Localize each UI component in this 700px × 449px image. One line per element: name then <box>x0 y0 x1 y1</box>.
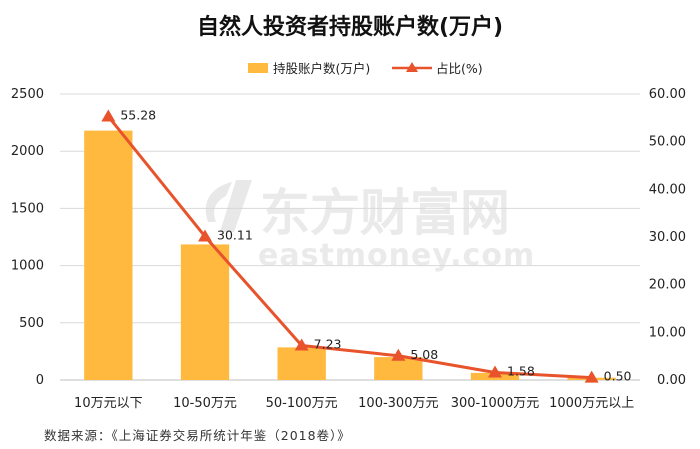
line-point-marker <box>198 229 212 242</box>
watermark-en: eastmoney.com <box>258 238 535 273</box>
x-tick-label: 300-1000万元 <box>451 396 540 411</box>
line-path <box>107 115 592 380</box>
data-label: 0.50 <box>604 369 632 384</box>
line-point-marker <box>391 348 406 361</box>
y-right-tick-label: 60.00 <box>649 87 686 102</box>
watermark-logo-stroke-icon <box>220 180 252 232</box>
legend-line-marker <box>406 62 418 72</box>
y-left-tick-label: 2000 <box>11 144 44 159</box>
line-point-marker <box>101 109 116 122</box>
x-tick-label: 1000万元以上 <box>549 396 634 411</box>
y-left-tick-label: 1000 <box>11 259 44 274</box>
watermark-cn: 东方财富网 <box>260 184 510 242</box>
bar <box>84 130 133 380</box>
data-label: 5.08 <box>410 347 438 362</box>
x-tick-label: 100-300万元 <box>358 396 438 411</box>
line-series: 55.28 30.11 7.23 5.08 1.58 0.50 <box>101 107 632 384</box>
legend-bar-label: 持股账户数(万户) <box>273 61 370 76</box>
y-right-tick-label: 10.00 <box>649 325 686 340</box>
x-tick-label: 50-100万元 <box>266 396 338 411</box>
legend: 持股账户数(万户) 占比(%) <box>248 61 483 76</box>
y-left-tick-label: 0 <box>36 373 44 388</box>
y-left-tick-label: 2500 <box>11 87 44 102</box>
x-tick-label: 10万元以下 <box>74 396 143 411</box>
line-point-marker <box>584 370 599 383</box>
gridlines <box>60 93 640 381</box>
x-tick-label: 10-50万元 <box>173 396 237 411</box>
watermark-logo-icon <box>205 182 232 222</box>
y-axis-left: 0 500 1000 1500 2000 2500 <box>11 87 44 388</box>
bar <box>180 244 230 380</box>
watermark: 东方财富网 eastmoney.com <box>205 180 535 273</box>
y-left-tick-label: 1500 <box>11 201 44 216</box>
x-axis: 10万元以下 10-50万元 50-100万元 100-300万元 300-1000万元… <box>74 396 634 411</box>
line-point-marker <box>294 338 309 351</box>
bar <box>374 357 423 380</box>
data-label: 1.58 <box>507 363 535 378</box>
data-label: 55.28 <box>120 107 156 122</box>
source-note: 数据来源：《上海证券交易所统计年鉴（2018卷）》 <box>44 428 351 443</box>
y-axis-right: 0.00 10.00 20.00 30.00 40.00 50.00 60.00 <box>649 87 686 388</box>
legend-bar-swatch <box>248 63 268 73</box>
bar <box>277 347 326 380</box>
y-right-tick-label: 50.00 <box>649 135 686 150</box>
legend-line-label: 占比(%) <box>436 61 483 76</box>
data-label: 7.23 <box>314 337 342 352</box>
y-right-tick-label: 20.00 <box>649 278 686 293</box>
line-point-marker <box>488 365 502 378</box>
y-right-tick-label: 0.00 <box>657 373 686 388</box>
y-right-tick-label: 40.00 <box>649 182 686 197</box>
data-label: 30.11 <box>217 227 253 242</box>
chart-title: 自然人投资者持股账户数(万户) <box>197 14 503 40</box>
y-right-tick-label: 30.00 <box>649 230 686 245</box>
y-left-tick-label: 500 <box>19 316 44 331</box>
bars <box>84 130 616 380</box>
